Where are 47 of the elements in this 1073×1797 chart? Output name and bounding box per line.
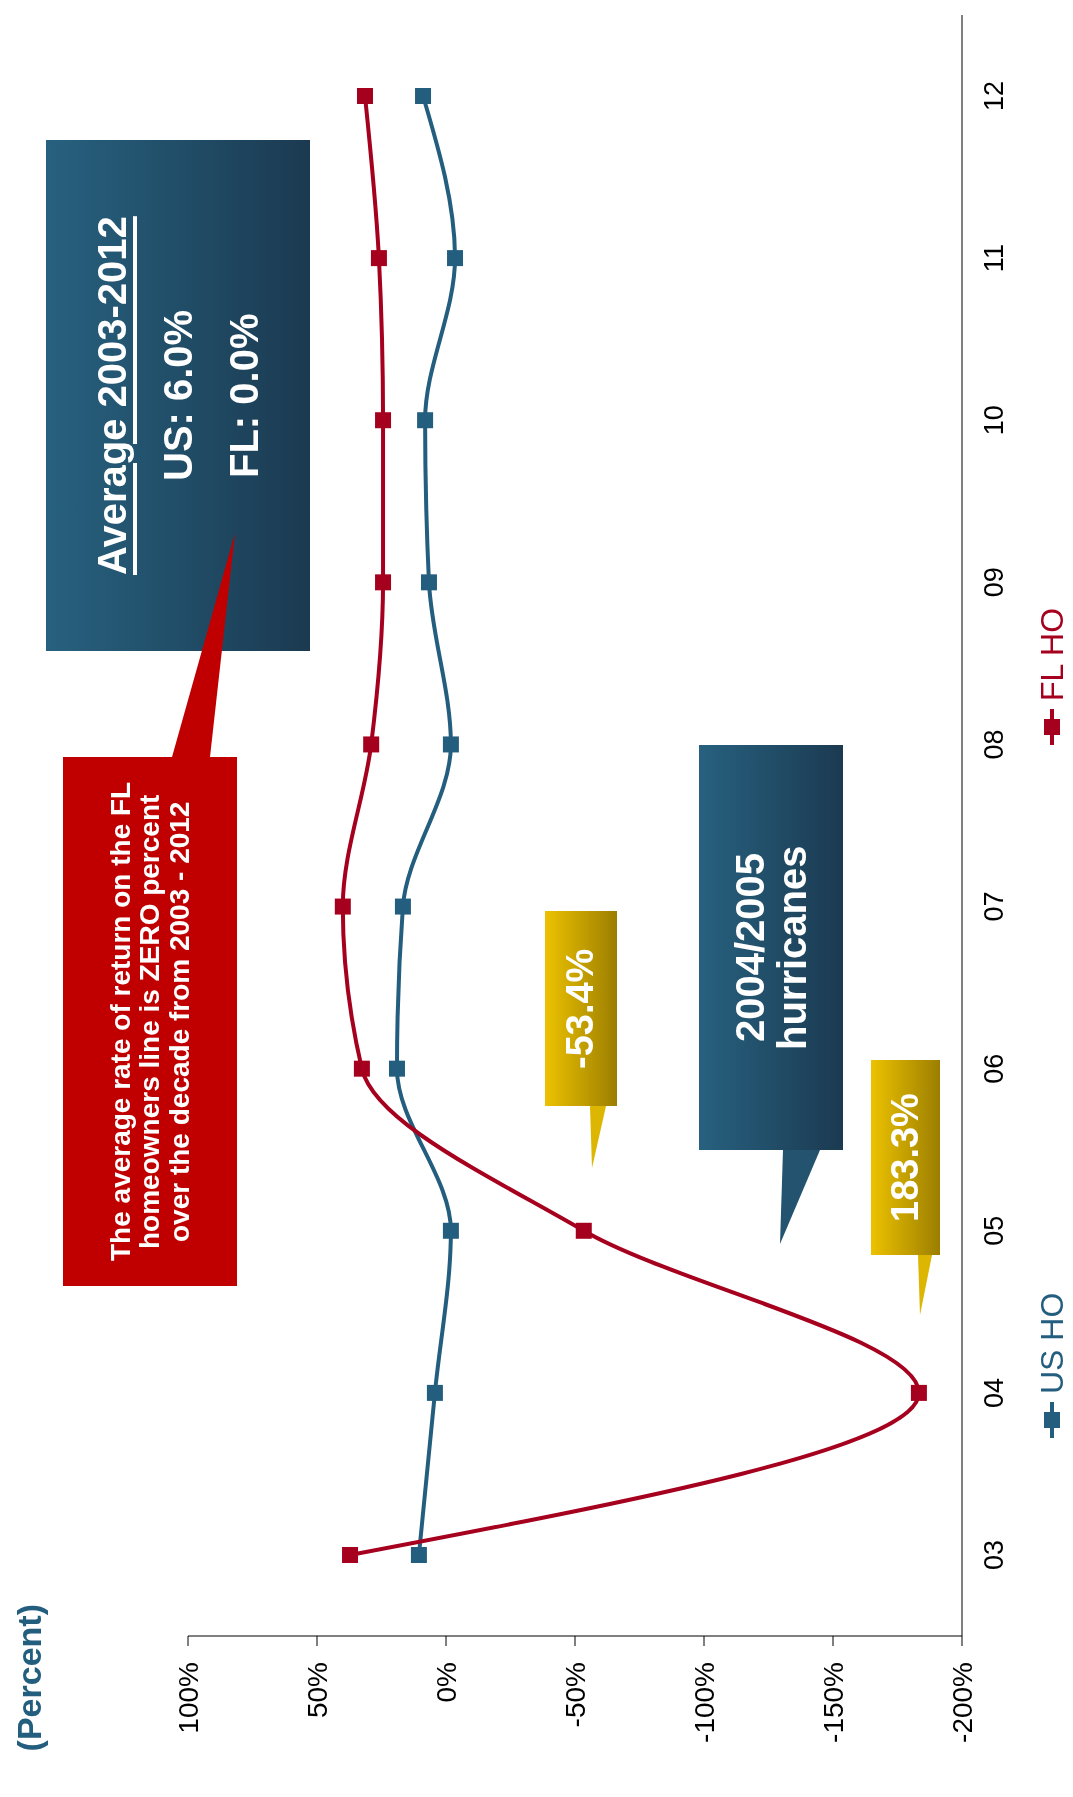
- point: [353, 1060, 370, 1077]
- x-tick-label: -50%: [559, 1662, 591, 1728]
- x-tick-label: 100%: [172, 1662, 204, 1734]
- point: [417, 412, 434, 429]
- point: [375, 574, 392, 591]
- point: [334, 898, 351, 915]
- annotation: 183.3%: [883, 1093, 926, 1222]
- annotation: FL: 0.0%: [222, 313, 266, 478]
- y-tick-label: 09: [979, 567, 1009, 598]
- annotation: The average rate of return on the FL homeowners line is ZERO percent over the decade from 2003 - 2012: [104, 780, 195, 1264]
- point: [415, 88, 432, 104]
- point: [420, 574, 437, 591]
- point: [356, 88, 373, 104]
- point: [363, 736, 380, 753]
- annotation: -53.4%: [559, 948, 602, 1069]
- point: [442, 736, 459, 753]
- y-tick-label: 10: [979, 405, 1009, 436]
- annotation: US: 6.0%: [156, 309, 200, 482]
- point: [447, 250, 464, 267]
- point: [442, 1222, 459, 1239]
- y-tick-label: 07: [979, 891, 1009, 922]
- y-tick-label: 06: [979, 1053, 1009, 1084]
- point: [370, 250, 387, 267]
- point: [410, 1547, 427, 1563]
- y-tick-label: 08: [979, 729, 1009, 760]
- y-tick-label: 03: [979, 1539, 1009, 1571]
- point: [394, 898, 411, 915]
- point: [426, 1384, 443, 1401]
- y-tick-label: 12: [979, 80, 1009, 112]
- x-tick-label: 50%: [301, 1662, 333, 1719]
- annotation: 2004/2005 hurricanes: [728, 844, 814, 1052]
- point: [375, 412, 392, 429]
- y-tick-label: 05: [979, 1215, 1009, 1246]
- x-tick-label: 0%: [430, 1662, 462, 1703]
- text: FL HO: [1034, 608, 1071, 702]
- point: [575, 1222, 592, 1239]
- point: [388, 1060, 405, 1077]
- y-tick-label: 04: [979, 1377, 1009, 1408]
- x-tick-label: -150%: [817, 1662, 849, 1743]
- x-tick-label: -200%: [946, 1662, 978, 1743]
- point: [910, 1384, 927, 1401]
- point: [342, 1547, 359, 1563]
- text: Average 2003-2012: [90, 216, 134, 575]
- text: US HO: [1034, 1292, 1071, 1394]
- x-tick-label: -100%: [688, 1662, 720, 1743]
- text: (Percent): [10, 1604, 49, 1752]
- y-tick-label: 11: [979, 244, 1009, 273]
